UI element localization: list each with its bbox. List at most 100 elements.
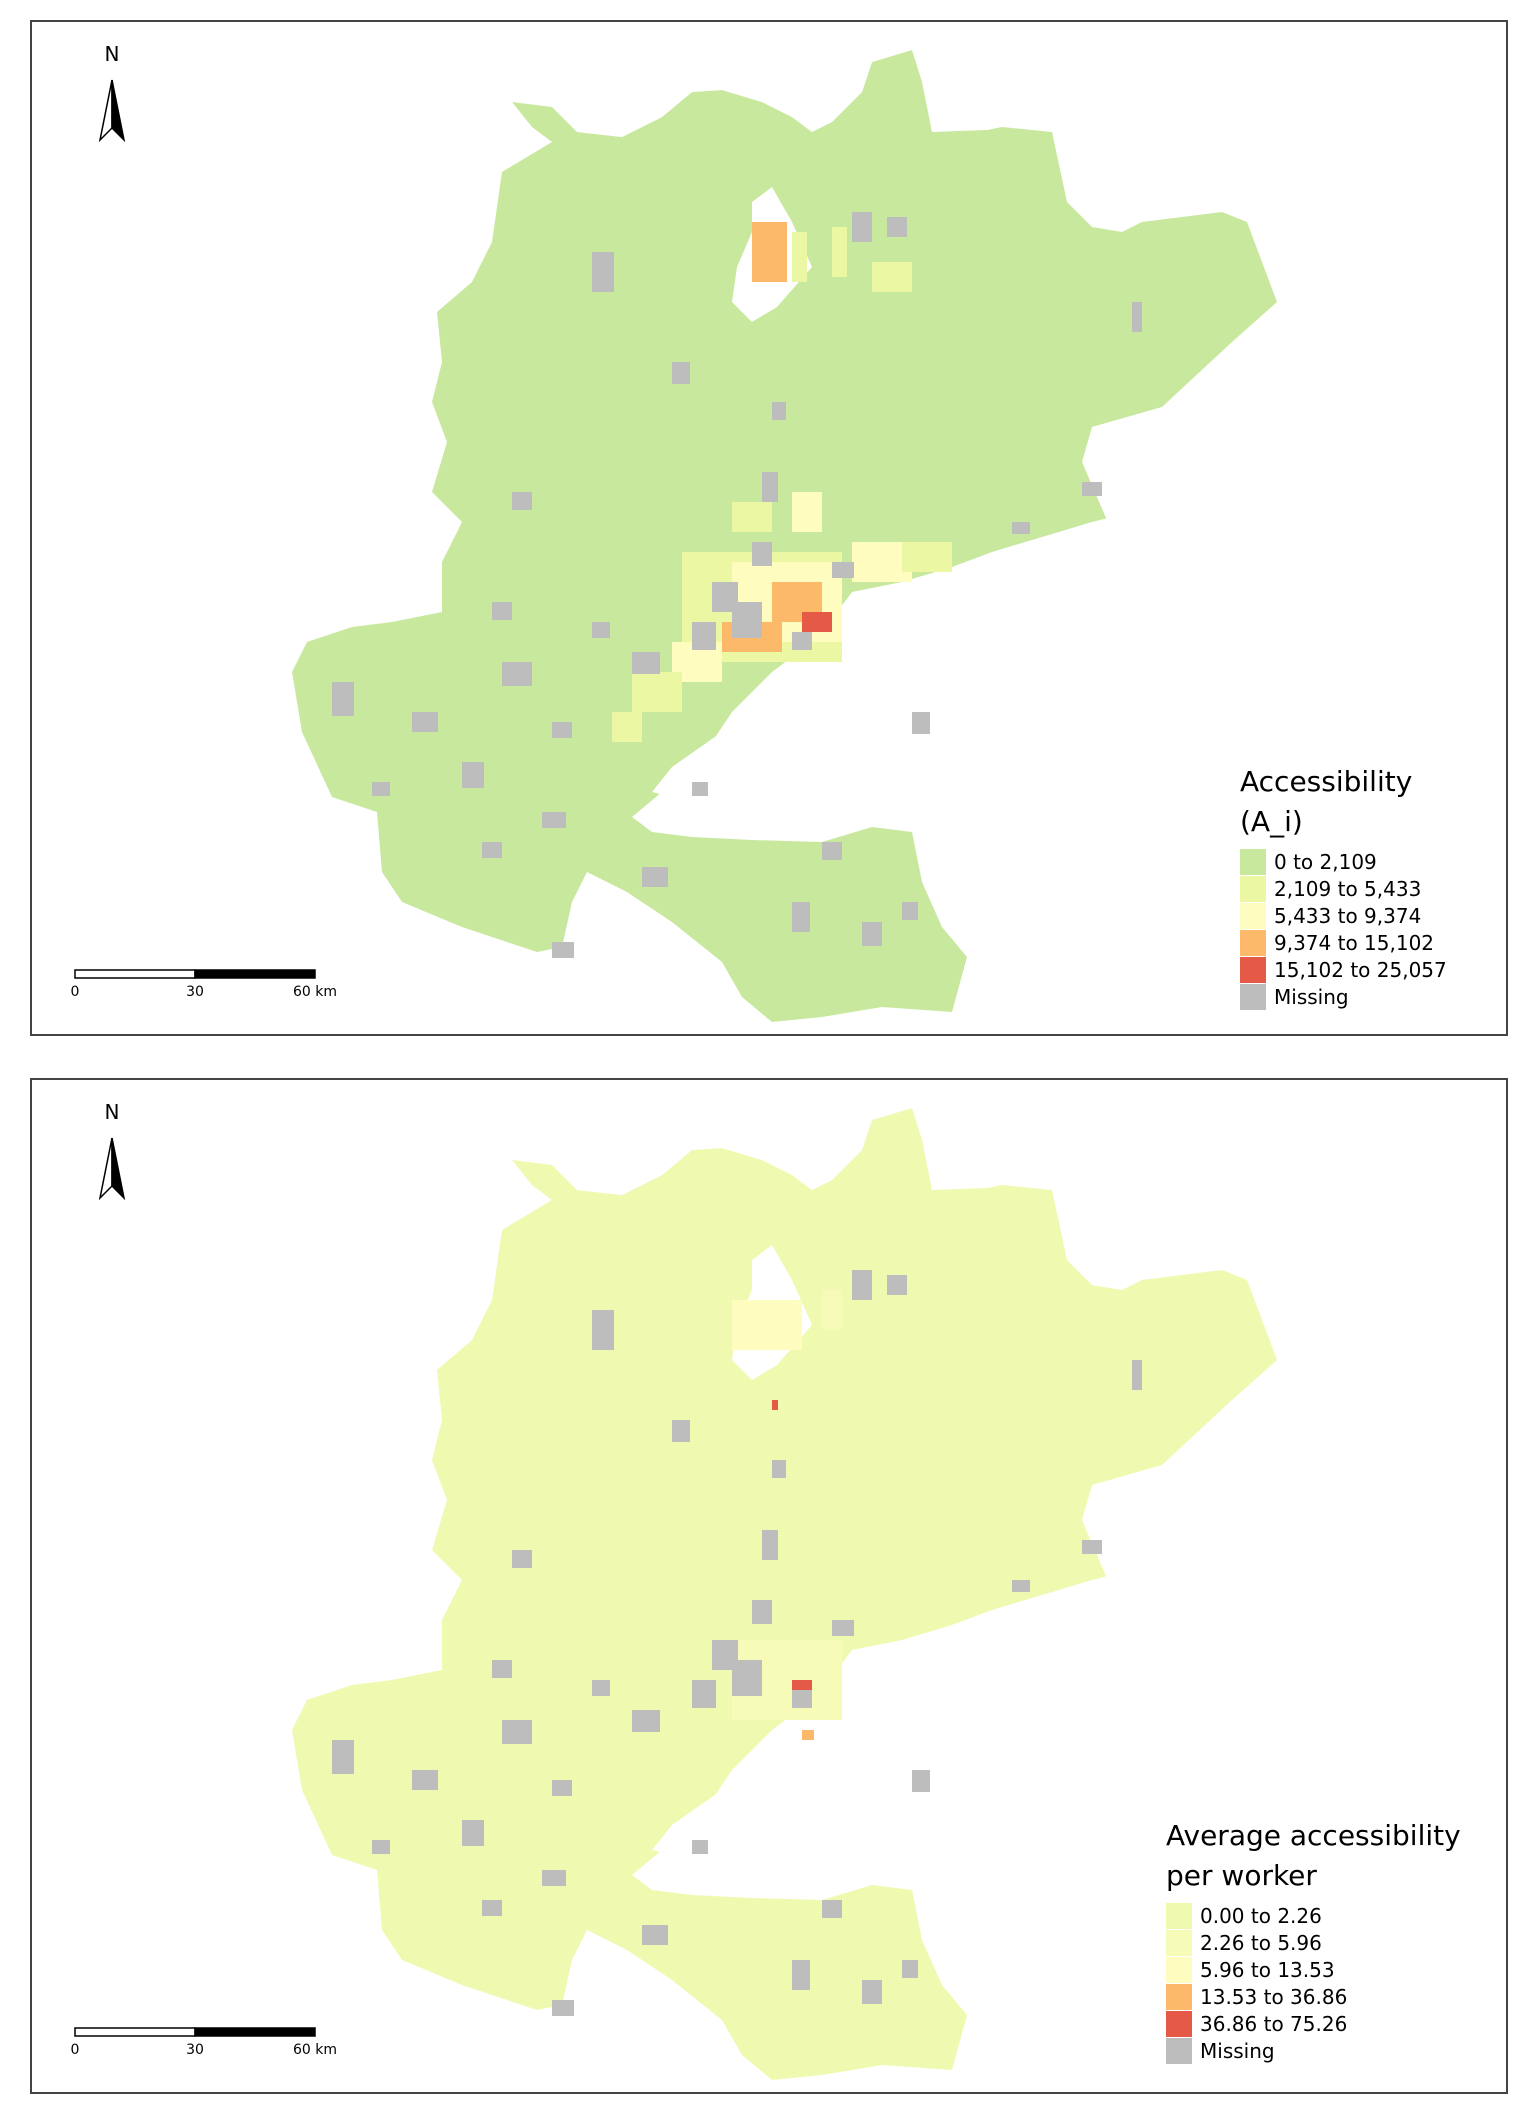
legend-swatch [1240,983,1266,1010]
missing-zone [852,1270,872,1300]
legend-label: 36.86 to 75.26 [1200,2011,1348,2036]
zone-patch [802,612,832,632]
missing-zone [832,562,854,578]
georgian-bay [512,22,932,137]
scale-bar: 0 30 60 km [71,969,337,1000]
missing-zone [862,1980,882,2004]
north-arrow-icon [98,1137,126,1200]
legend-item: 2,109 to 5,433 [1240,875,1447,902]
missing-zone [332,1740,354,1774]
legend-swatch [1166,1929,1192,1956]
map-panel-average-accessibility: N 0 30 60 km Average accessibility per w… [30,1078,1508,2094]
missing-zone [672,1420,690,1442]
legend-title: Average accessibility per worker [1166,1816,1461,1896]
legend-swatch [1166,1983,1192,2010]
lake-ontario [652,492,1506,822]
missing-zone [412,712,438,732]
study-area-region [292,50,1277,1022]
legend-label: 15,102 to 25,057 [1274,957,1447,982]
missing-zone [332,682,354,716]
missing-zone [1132,1360,1142,1390]
legend-swatch [1166,2037,1192,2064]
missing-zone [502,1720,532,1744]
missing-zone [462,762,484,788]
legend-swatch [1240,929,1266,956]
legend-swatch [1166,1902,1192,1929]
missing-zone [642,867,668,887]
missing-zone [752,1600,772,1624]
legend-label: 0.00 to 2.26 [1200,1903,1322,1928]
legend-label: 5.96 to 13.53 [1200,1957,1335,1982]
missing-zone [852,212,872,242]
north-label: N [104,1100,120,1124]
legend-item: 15,102 to 25,057 [1240,956,1447,983]
missing-zone [762,472,778,502]
legend-item: Missing [1166,2037,1461,2064]
legend-swatch [1240,956,1266,983]
missing-zone [502,662,532,686]
legend-item: 36.86 to 75.26 [1166,2010,1461,2037]
scale-tick-0: 0 [71,2042,80,2058]
scale-tick-30: 30 [186,984,204,1000]
north-arrow-icon [98,79,126,142]
missing-zone [552,942,574,958]
legend-label: 2.26 to 5.96 [1200,1930,1322,1955]
scale-bar: 0 30 60 km [71,2027,337,2058]
missing-data-zones [332,212,1142,958]
missing-zone [462,1820,484,1846]
missing-zone [712,582,738,612]
urban-core-cluster [732,1290,842,1740]
missing-zone [592,252,614,292]
missing-zone [482,842,502,858]
zone-patch [832,227,847,277]
missing-zone [542,1870,566,1886]
zone-patch [872,262,912,292]
missing-zone [887,217,907,237]
legend-label: 0 to 2,109 [1274,849,1377,874]
missing-zone [552,1780,572,1796]
missing-zone [492,602,512,620]
urban-core-cluster [612,222,952,742]
missing-zone [712,1640,738,1670]
zone-patch [772,1400,778,1410]
zone-patch [632,672,682,712]
legend-swatch [1240,875,1266,902]
missing-zone [792,902,810,932]
legend-swatch [1166,2010,1192,2037]
choropleth-map [292,22,1506,1022]
missing-zone [1012,522,1030,534]
missing-zone [902,1960,918,1978]
zone-patch [732,1300,802,1350]
missing-zone [692,1680,716,1708]
legend-label: 9,374 to 15,102 [1274,930,1435,955]
missing-zone [672,362,690,384]
missing-zone [887,1275,907,1295]
missing-zone [412,1770,438,1790]
missing-zone [862,922,882,946]
legend: Accessibility (A_i) 0 to 2,109 2,109 to 5… [1240,762,1447,1010]
legend-item: 5.96 to 13.53 [1166,1956,1461,1983]
zone-patch [792,492,822,532]
legend-swatch [1240,848,1266,875]
legend-label: 5,433 to 9,374 [1274,903,1422,928]
legend-item: 2.26 to 5.96 [1166,1929,1461,1956]
legend-label: Missing [1274,984,1349,1009]
missing-zone [372,1840,390,1854]
scale-tick-30: 30 [186,2042,204,2058]
missing-zone [632,1710,660,1732]
legend-title: Accessibility (A_i) [1240,762,1447,842]
missing-zone [592,1680,610,1696]
missing-zone [902,902,918,920]
legend-label: Missing [1200,2038,1275,2063]
missing-zone [822,1900,842,1918]
legend-item: 13.53 to 36.86 [1166,1983,1461,2010]
study-area-region [292,1108,1277,2080]
legend-title-line-2: per worker [1166,1859,1317,1892]
missing-zone [592,622,610,638]
north-label: N [104,42,120,66]
scale-tick-60: 60 km [293,2042,337,2058]
missing-zone [552,722,572,738]
missing-zone [512,1550,532,1568]
missing-zone [692,782,708,796]
zone-patch [902,542,952,572]
